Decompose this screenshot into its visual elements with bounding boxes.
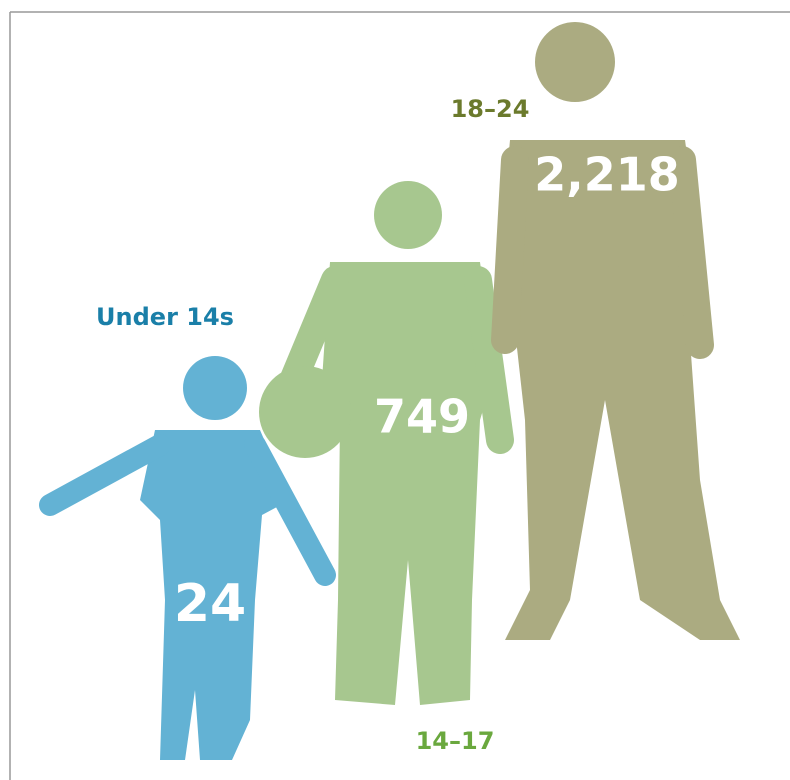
value-label: 2,218 bbox=[534, 148, 680, 202]
category-label: 14–17 bbox=[416, 727, 495, 755]
body bbox=[500, 140, 740, 640]
ball bbox=[259, 366, 351, 458]
silhouette bbox=[39, 356, 336, 760]
head bbox=[183, 356, 247, 420]
arm bbox=[668, 146, 714, 359]
value-label: 24 bbox=[174, 574, 246, 634]
arm bbox=[39, 434, 171, 516]
silhouette bbox=[491, 22, 740, 640]
category-label: 18–24 bbox=[451, 95, 530, 123]
head bbox=[374, 181, 442, 249]
arm bbox=[491, 146, 529, 354]
body bbox=[140, 430, 290, 760]
arm bbox=[464, 266, 514, 454]
arm bbox=[244, 434, 336, 586]
value-label: 749 bbox=[374, 390, 470, 444]
body bbox=[322, 262, 495, 705]
head bbox=[535, 22, 615, 102]
silhouette bbox=[259, 181, 514, 705]
category-label: Under 14s bbox=[96, 303, 234, 331]
